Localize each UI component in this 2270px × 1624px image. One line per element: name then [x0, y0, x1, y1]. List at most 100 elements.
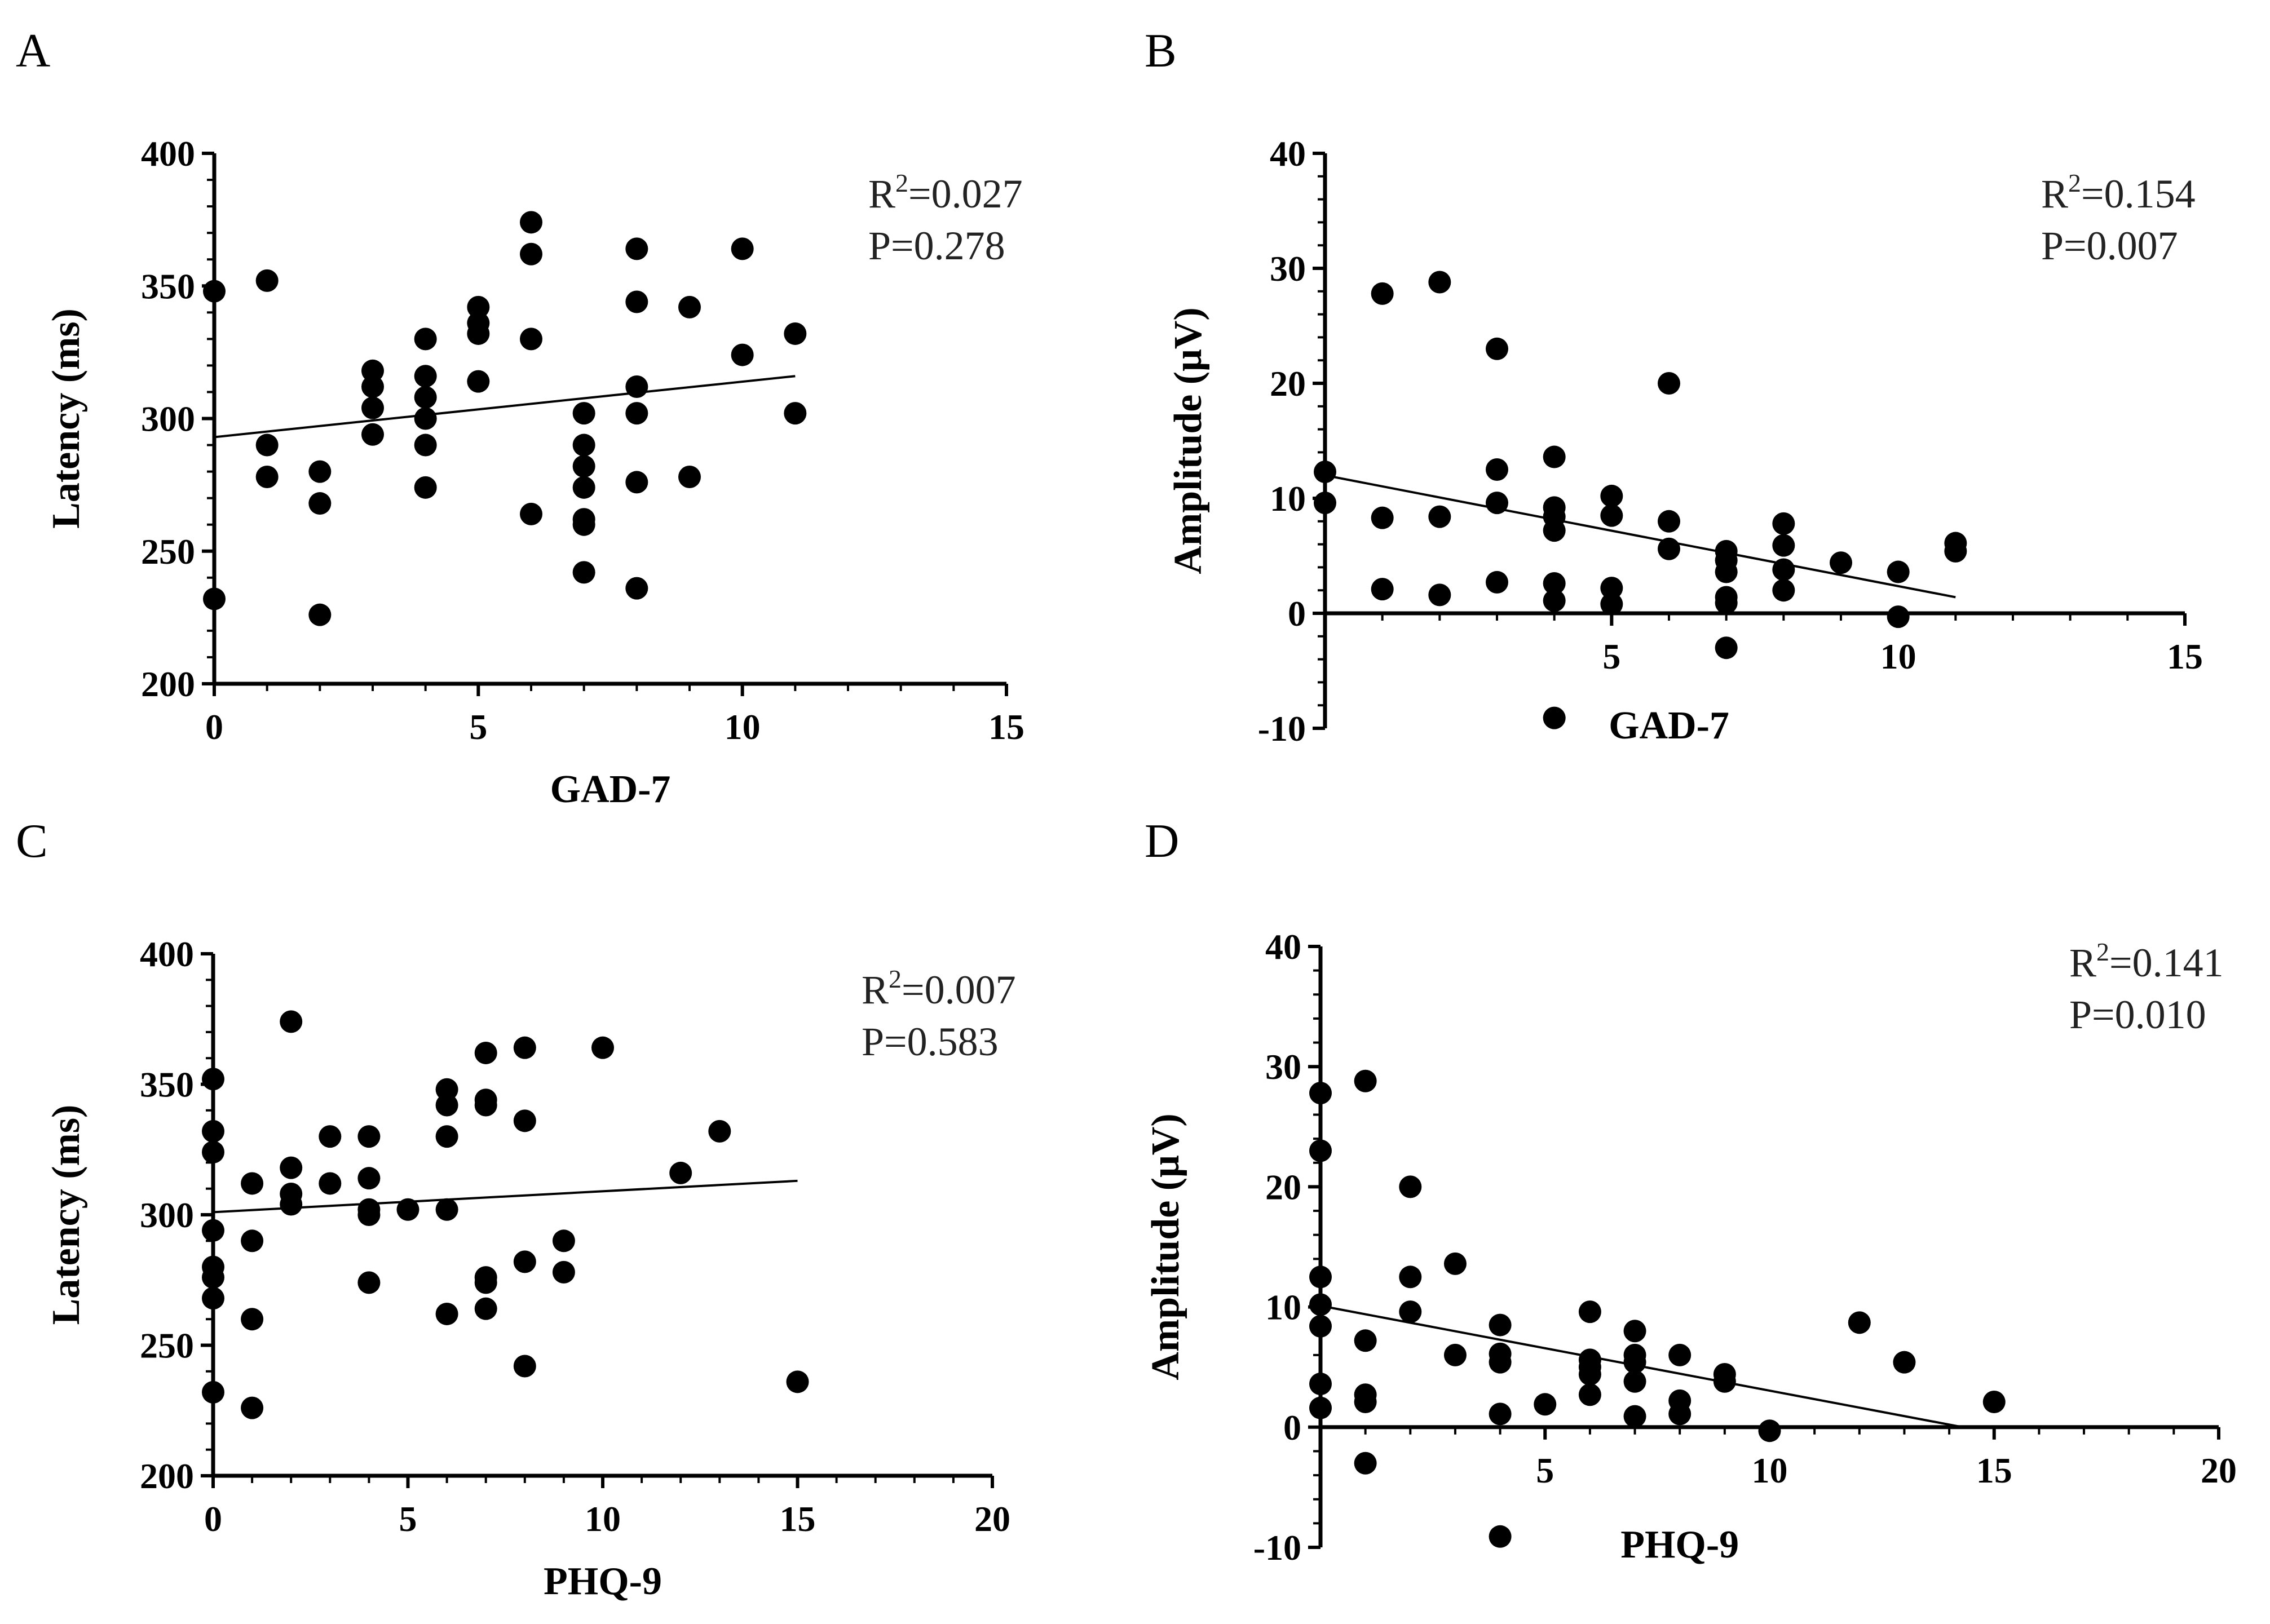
- data-point: [202, 1266, 224, 1289]
- data-point: [467, 370, 490, 393]
- p-value-label: P=0.010: [2069, 992, 2206, 1037]
- data-point: [1309, 1373, 1332, 1396]
- data-point: [784, 322, 807, 345]
- data-point: [591, 1036, 614, 1059]
- y-tick-label: -10: [1253, 1528, 1301, 1568]
- data-point: [1309, 1315, 1332, 1338]
- y-tick-label: 300: [141, 399, 195, 439]
- data-point: [572, 513, 595, 536]
- data-point: [396, 1198, 419, 1221]
- data-point: [414, 476, 437, 499]
- data-point: [241, 1172, 264, 1195]
- data-point: [731, 237, 754, 260]
- y-tick-label: 250: [141, 532, 195, 572]
- data-point: [202, 1119, 224, 1143]
- regression-line: [214, 375, 796, 439]
- y-tick-label: 200: [141, 664, 195, 704]
- x-axis-title: GAD-7: [550, 768, 671, 811]
- r-squared-symbol: R: [862, 967, 889, 1012]
- data-point: [435, 1094, 458, 1117]
- data-point: [1486, 458, 1508, 481]
- data-point: [1314, 461, 1336, 484]
- data-point: [1772, 558, 1795, 581]
- data-point: [308, 460, 332, 483]
- x-tick-label: 5: [399, 1499, 417, 1539]
- data-point: [513, 1250, 536, 1273]
- data-point: [552, 1229, 575, 1253]
- data-point: [1600, 577, 1623, 600]
- panel-b-amplitude-vs-gad7: B -10 0 10 20 30 40 5 10 15 GAD-7 Amplitude (μV) R2=…: [1145, 24, 2203, 749]
- data-point: [1486, 570, 1508, 594]
- data-point: [1848, 1311, 1871, 1334]
- data-point: [1354, 1452, 1377, 1475]
- x-tick-label: 15: [988, 707, 1024, 747]
- data-point: [203, 280, 226, 303]
- panel-letter: B: [1145, 24, 1177, 77]
- x-tick-label: 20: [974, 1499, 1010, 1539]
- data-point: [435, 1198, 458, 1221]
- data-point: [414, 365, 437, 388]
- y-tick-label: 300: [140, 1195, 194, 1235]
- data-point: [784, 402, 807, 425]
- data-point: [467, 295, 490, 318]
- data-point: [308, 492, 332, 515]
- data-point: [1578, 1383, 1601, 1406]
- y-tick-label: 0: [1283, 1408, 1301, 1448]
- data-point: [361, 375, 384, 399]
- data-point: [1309, 1139, 1332, 1162]
- data-point: [1658, 537, 1680, 560]
- r-squared-label: R2=0.027: [868, 169, 1023, 216]
- data-point: [308, 603, 332, 626]
- data-point: [357, 1271, 381, 1294]
- data-point: [1399, 1265, 1422, 1289]
- x-tick-label: 15: [2167, 636, 2203, 676]
- panel-a-latency-vs-gad7: A 200 250 300 350 400 0 5 10 15 GAD-7 Latency (ms) R…: [16, 24, 1024, 811]
- y-tick-label: 20: [1270, 364, 1306, 404]
- y-tick-label: 350: [141, 266, 195, 306]
- data-point: [1534, 1393, 1557, 1416]
- data-point: [1713, 1370, 1736, 1393]
- data-point: [474, 1271, 497, 1294]
- data-point: [1623, 1370, 1646, 1393]
- data-point: [361, 423, 384, 446]
- data-point: [513, 1109, 536, 1132]
- data-point: [1309, 1082, 1332, 1105]
- data-point: [1428, 271, 1451, 294]
- r-squared-symbol: R: [868, 171, 895, 216]
- r-squared-value: =0.154: [2081, 171, 2196, 216]
- data-point: [1489, 1351, 1512, 1374]
- data-point: [474, 1041, 497, 1064]
- y-tick-label: 10: [1265, 1287, 1301, 1327]
- data-point: [1668, 1402, 1692, 1426]
- data-point: [572, 476, 595, 499]
- y-axis-title: Amplitude (μV): [1144, 1113, 1187, 1380]
- panel-letter: A: [16, 24, 50, 77]
- data-point: [625, 471, 648, 494]
- data-point: [1354, 1069, 1377, 1092]
- data-point: [414, 386, 437, 409]
- data-point: [255, 433, 279, 457]
- x-tick-label: 10: [725, 707, 761, 747]
- p-value-label: P=0.007: [2041, 223, 2178, 268]
- data-point: [280, 1156, 303, 1179]
- data-point: [1658, 510, 1680, 533]
- y-tick-label: 350: [140, 1065, 194, 1105]
- data-point: [625, 290, 648, 313]
- data-point: [1887, 560, 1910, 583]
- data-point: [202, 1380, 224, 1404]
- data-point: [572, 455, 595, 478]
- data-point: [1600, 484, 1623, 507]
- data-point: [1772, 579, 1795, 602]
- panel-letter: C: [16, 815, 48, 868]
- panel-letter: D: [1145, 815, 1179, 868]
- data-point: [241, 1396, 264, 1419]
- data-point: [1428, 505, 1451, 528]
- panel-d-amplitude-vs-phq9: D -10 0 10 20 30 40 5 10 15 20 PHQ-9 Amplitude (μV) R…: [1144, 815, 2237, 1568]
- data-point: [357, 1125, 381, 1148]
- data-point: [1486, 337, 1508, 360]
- data-point: [203, 587, 226, 610]
- data-point: [414, 407, 437, 430]
- data-point: [467, 322, 490, 345]
- data-point: [1354, 1391, 1377, 1414]
